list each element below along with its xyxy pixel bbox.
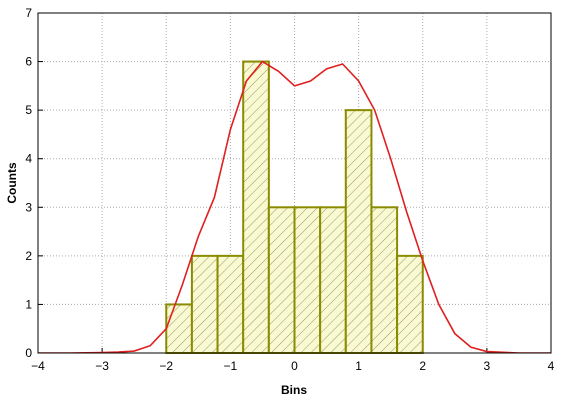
x-tick-label: −1 [224,359,238,373]
plot-frame [37,12,552,354]
x-tick-label: −4 [31,359,45,373]
x-tick-label: 3 [484,359,491,373]
y-tick-label: 0 [25,346,32,360]
x-tick-label: 1 [355,359,362,373]
y-tick-label: 6 [25,55,32,69]
bar [293,206,322,354]
bar [242,60,270,354]
x-tick-label: −2 [159,359,173,373]
y-tick-label: 2 [25,249,32,263]
y-tick-label: 3 [25,200,32,214]
x-tick-label: 2 [419,359,426,373]
bar [165,303,193,354]
y-tick-label: 5 [25,103,32,117]
bar [267,206,296,354]
bar [190,254,219,355]
y-axis-label: Counts [5,162,19,204]
density-curve [38,60,551,353]
y-tick-label: 7 [25,6,32,20]
bar [370,206,399,354]
bar [344,109,373,355]
x-tick-label: 0 [291,359,298,373]
x-tick-label: −3 [95,359,109,373]
y-tick-label: 1 [25,297,32,311]
x-tick-label: 4 [548,359,555,373]
bar [319,206,347,354]
y-tick-label: 4 [25,152,32,166]
bar [216,254,245,355]
bar [396,254,424,355]
x-axis-label: Bins [281,383,307,397]
